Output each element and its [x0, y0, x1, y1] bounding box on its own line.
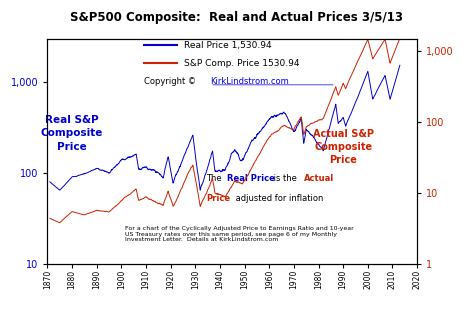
Text: S&P Comp. Price 1530.94: S&P Comp. Price 1530.94	[184, 59, 300, 68]
Text: Price: Price	[206, 194, 230, 203]
Text: KirkLindstrom.com: KirkLindstrom.com	[210, 77, 289, 86]
Text: Real Price: Real Price	[227, 174, 274, 183]
Text: S&P500 Composite:  Real and Actual Prices 3/5/13: S&P500 Composite: Real and Actual Prices…	[71, 11, 403, 24]
Text: For a chart of the Cyclically Adjusted Price to Earnings Ratio and 10-year
US Tr: For a chart of the Cyclically Adjusted P…	[125, 226, 354, 242]
Text: Actual S&P
Composite
Price: Actual S&P Composite Price	[313, 128, 374, 165]
Text: Real S&P
Composite
Price: Real S&P Composite Price	[40, 115, 102, 152]
Text: The: The	[206, 174, 225, 183]
Text: Real Price 1,530.94: Real Price 1,530.94	[184, 41, 272, 50]
Text: Copyright ©: Copyright ©	[144, 77, 198, 86]
Text: adjusted for inflation: adjusted for inflation	[233, 194, 323, 203]
Text: is the: is the	[271, 174, 300, 183]
Text: Actual: Actual	[304, 174, 335, 183]
